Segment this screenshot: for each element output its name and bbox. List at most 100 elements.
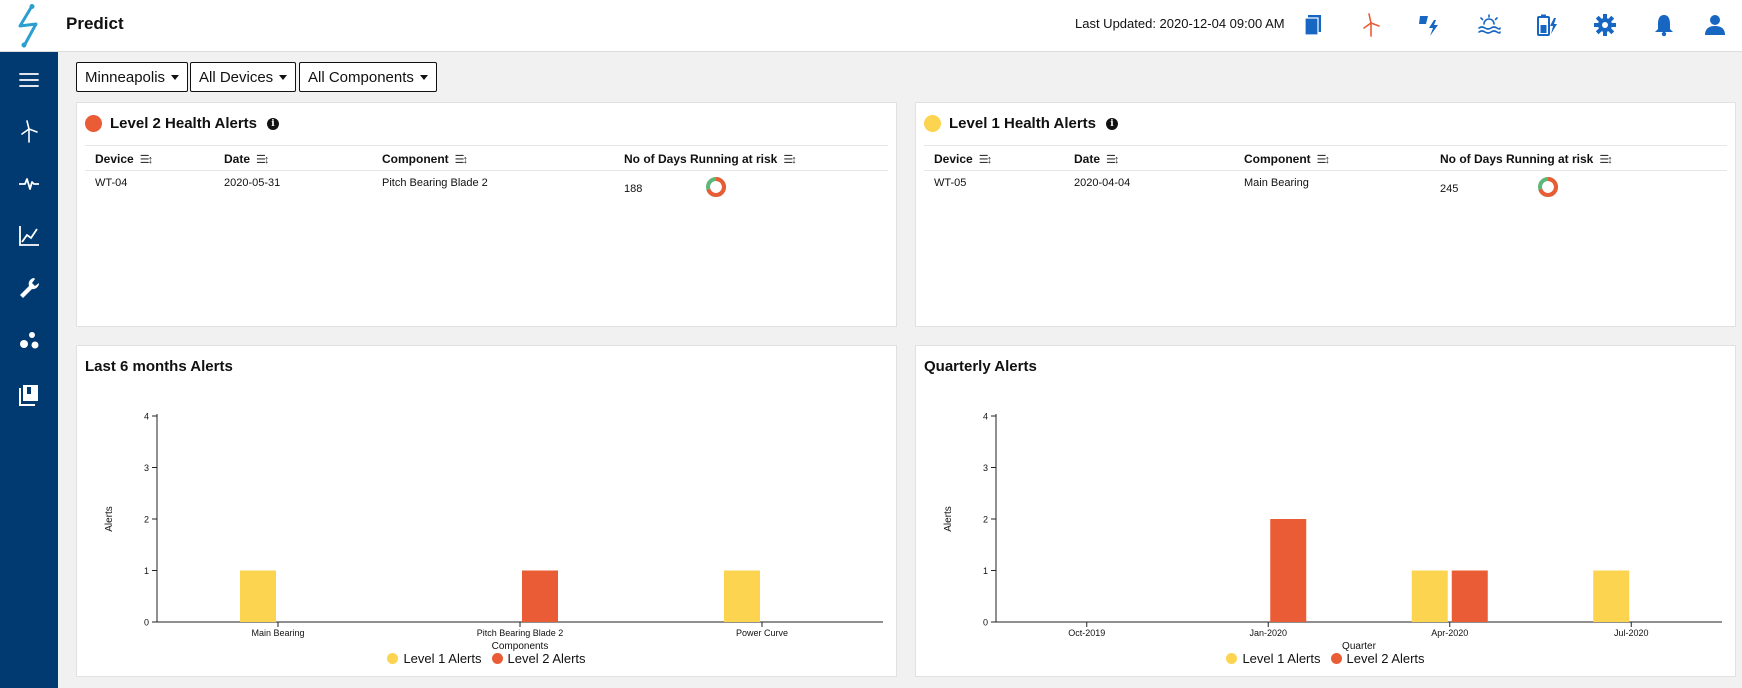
y-tick-label: 3 bbox=[144, 463, 149, 473]
table-header: Device ☰↕ Date ☰↕ Component ☰↕ No of Days R… bbox=[85, 145, 888, 171]
book-icon[interactable] bbox=[16, 382, 42, 408]
column-header-days-at-risk[interactable]: No of Days Running at risk ☰↕ bbox=[1440, 152, 1613, 166]
level1-alerts-card: Level 1 Health Alerts i Device ☰↕ Date ☰↕ … bbox=[915, 102, 1736, 327]
sort-icon[interactable]: ☰↕ bbox=[1316, 153, 1330, 166]
column-header-component[interactable]: Component ☰↕ bbox=[1244, 152, 1330, 166]
brand-logo[interactable] bbox=[10, 4, 50, 48]
risk-ring-icon bbox=[1538, 177, 1558, 197]
column-header-device[interactable]: Device ☰↕ bbox=[934, 152, 992, 166]
bar-level2[interactable] bbox=[1270, 519, 1307, 622]
user-icon[interactable] bbox=[1702, 12, 1728, 38]
y-tick-label: 1 bbox=[983, 566, 988, 576]
sort-icon[interactable]: ☰↕ bbox=[1106, 153, 1119, 166]
table-row[interactable]: WT-04 2020-05-31 Pitch Bearing Blade 2 1… bbox=[85, 171, 888, 205]
caret-down-icon bbox=[171, 74, 180, 80]
last-6-months-alerts-card: Last 6 months Alerts 0 1 2 3 4 Alerts Main Bea… bbox=[76, 345, 897, 677]
y-axis-label: Alerts bbox=[943, 506, 954, 532]
last-updated-text: Last Updated: 2020-12-04 09:00 AM bbox=[1075, 16, 1285, 31]
components-dropdown[interactable]: All Components bbox=[299, 62, 437, 92]
cell-days: 188 bbox=[624, 183, 643, 195]
x-tick-label: Power Curve bbox=[736, 628, 788, 638]
components-dropdown-value: All Components bbox=[308, 68, 414, 86]
x-tick-label: Jan-2020 bbox=[1249, 628, 1287, 638]
level2-indicator-dot bbox=[85, 115, 102, 132]
legend-item-level1[interactable]: Level 1 Alerts bbox=[1226, 651, 1321, 666]
sidebar bbox=[0, 52, 58, 688]
bar-level1[interactable] bbox=[724, 570, 760, 623]
y-tick-label: 1 bbox=[144, 566, 149, 576]
sort-icon[interactable]: ☰↕ bbox=[1599, 153, 1612, 166]
pulse-icon[interactable] bbox=[16, 170, 42, 196]
info-icon[interactable]: i bbox=[267, 117, 280, 130]
battery-charge-icon[interactable] bbox=[1534, 12, 1560, 38]
x-tick-label: Pitch Bearing Blade 2 bbox=[477, 628, 564, 638]
cell-component: Pitch Bearing Blade 2 bbox=[382, 177, 488, 189]
y-tick-label: 2 bbox=[983, 515, 988, 525]
x-tick-label: Oct-2019 bbox=[1068, 628, 1105, 638]
y-tick-label: 4 bbox=[144, 412, 149, 422]
x-tick-label: Apr-2020 bbox=[1431, 628, 1468, 638]
y-tick-label: 3 bbox=[983, 463, 988, 473]
sort-icon[interactable]: ☰↕ bbox=[783, 153, 796, 166]
bar-level1[interactable] bbox=[240, 570, 276, 623]
bar-level2[interactable] bbox=[522, 570, 558, 623]
cell-device: WT-04 bbox=[95, 177, 128, 189]
legend-item-level1[interactable]: Level 1 Alerts bbox=[387, 651, 482, 666]
quarterly-bar-chart: 0 1 2 3 4 Alerts Oct-2019 Jan-2020 Apr-2020 Jul-2… bbox=[943, 412, 1722, 652]
legend-item-level2[interactable]: Level 2 Alerts bbox=[1330, 651, 1425, 666]
column-header-component[interactable]: Component ☰↕ bbox=[382, 152, 468, 166]
document-stack-icon[interactable] bbox=[1300, 12, 1326, 38]
column-header-days-at-risk[interactable]: No of Days Running at risk ☰↕ bbox=[624, 152, 797, 166]
sort-icon[interactable]: ☰↕ bbox=[139, 153, 153, 166]
bar-level1[interactable] bbox=[1593, 570, 1630, 623]
level1-card-title: Level 1 Health Alerts bbox=[949, 115, 1097, 132]
sort-icon[interactable]: ☰↕ bbox=[256, 153, 269, 166]
app-header: Predict Last Updated: 2020-12-04 09:00 A… bbox=[0, 0, 1742, 52]
table-row[interactable]: WT-05 2020-04-04 Main Bearing 245 bbox=[924, 171, 1727, 205]
chart-legend: Level 1 Alerts Level 2 Alerts bbox=[916, 651, 1735, 666]
scatter-icon[interactable] bbox=[16, 328, 42, 354]
y-tick-label: 2 bbox=[144, 515, 149, 525]
quarterly-alerts-card: Quarterly Alerts 0 1 2 3 4 Alerts Oct-2019 Jan-… bbox=[915, 345, 1736, 677]
level2-card-title: Level 2 Health Alerts bbox=[110, 115, 258, 132]
cell-device: WT-05 bbox=[934, 177, 967, 189]
line-chart-icon[interactable] bbox=[16, 223, 42, 249]
app-title: Predict bbox=[66, 14, 124, 33]
menu-icon[interactable] bbox=[16, 67, 42, 93]
bell-icon[interactable] bbox=[1651, 12, 1677, 38]
cell-days: 245 bbox=[1440, 183, 1459, 195]
cell-component: Main Bearing bbox=[1244, 177, 1309, 189]
y-tick-label: 4 bbox=[983, 412, 988, 422]
site-dropdown[interactable]: Minneapolis bbox=[76, 62, 189, 92]
water-sun-icon[interactable] bbox=[1476, 12, 1502, 38]
x-tick-label: Main Bearing bbox=[251, 628, 304, 638]
gear-icon[interactable] bbox=[1592, 12, 1618, 38]
chart-legend: Level 1 Alerts Level 2 Alerts bbox=[77, 651, 896, 666]
caret-down-icon bbox=[419, 74, 428, 80]
legend-item-level2[interactable]: Level 2 Alerts bbox=[491, 651, 586, 666]
wind-turbine-icon[interactable] bbox=[1358, 12, 1384, 38]
column-header-date[interactable]: Date ☰↕ bbox=[224, 152, 269, 166]
column-header-device[interactable]: Device ☰↕ bbox=[95, 152, 153, 166]
wind-turbine-icon[interactable] bbox=[16, 118, 42, 144]
chart-title: Quarterly Alerts bbox=[924, 358, 1037, 375]
y-tick-label: 0 bbox=[983, 618, 988, 628]
level1-indicator-dot bbox=[924, 115, 941, 132]
last-6-months-bar-chart: 0 1 2 3 4 Alerts Main Bearing Pitch Bearing Bla… bbox=[104, 412, 883, 652]
wrench-icon[interactable] bbox=[16, 275, 42, 301]
solar-lightning-icon[interactable] bbox=[1417, 12, 1443, 38]
level2-alerts-table: Device ☰↕ Date ☰↕ Component ☰↕ No of Days R… bbox=[85, 145, 888, 205]
sort-icon[interactable]: ☰↕ bbox=[978, 153, 992, 166]
info-icon[interactable]: i bbox=[1106, 117, 1119, 130]
devices-dropdown-value: All Devices bbox=[199, 68, 274, 86]
x-axis-label: Components bbox=[492, 641, 549, 652]
y-tick-label: 0 bbox=[144, 618, 149, 628]
sort-icon[interactable]: ☰↕ bbox=[454, 153, 468, 166]
bar-level2[interactable] bbox=[1451, 570, 1488, 623]
bar-level1[interactable] bbox=[1411, 570, 1448, 623]
site-dropdown-value: Minneapolis bbox=[85, 68, 166, 86]
x-axis-label: Quarter bbox=[1342, 641, 1377, 652]
devices-dropdown[interactable]: All Devices bbox=[190, 62, 297, 92]
column-header-date[interactable]: Date ☰↕ bbox=[1074, 152, 1119, 166]
risk-ring-icon bbox=[706, 177, 726, 197]
